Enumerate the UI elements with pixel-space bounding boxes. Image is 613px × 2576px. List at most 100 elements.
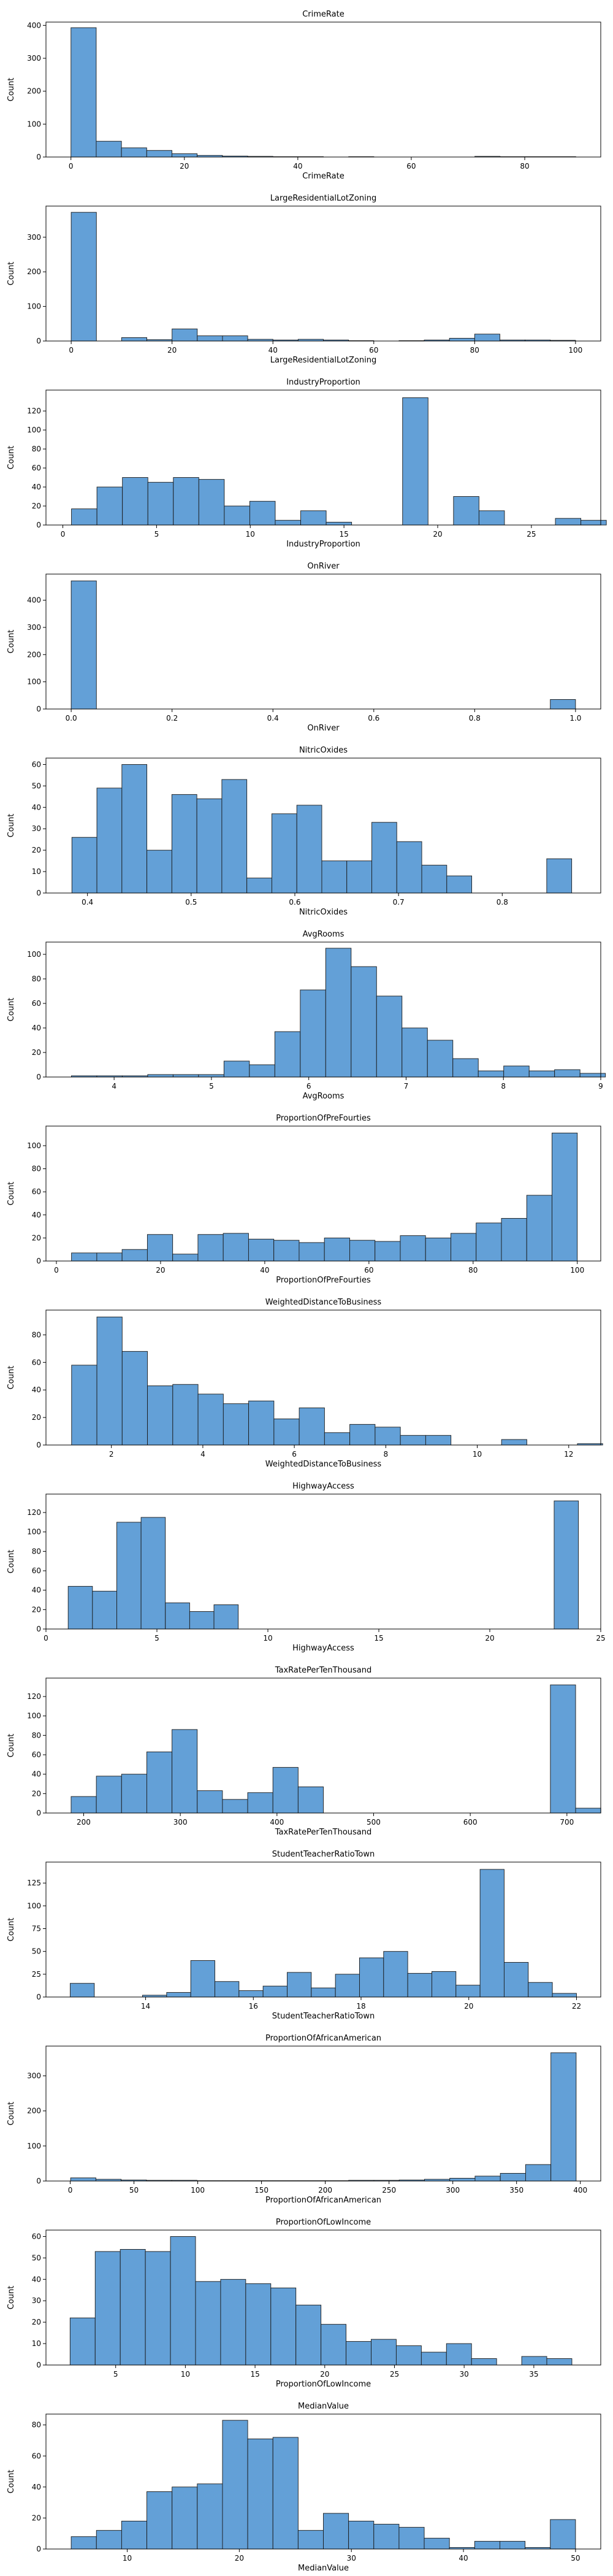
histogram-bar — [166, 1992, 191, 1998]
histogram-OnRiver: OnRiver 0.0 0.2 0.4 0.6 0.8 1.0 0 100 200 300 400 On… — [7, 562, 601, 733]
y-tick-label: 0 — [36, 705, 41, 713]
histogram-bar — [121, 147, 147, 158]
histogram-TaxRatePerTenThousand: TaxRatePerTenThousand 200 300 400 500 600 700 0… — [7, 1666, 601, 1837]
histogram-bar — [69, 2317, 96, 2366]
chart-title: CrimeRate — [302, 10, 345, 19]
histogram-bar — [311, 1987, 336, 1998]
y-tick-label: 0 — [36, 521, 41, 529]
y-axis-label: Count — [7, 1734, 16, 1758]
histogram-bar — [295, 2304, 322, 2366]
histogram-bar — [449, 338, 475, 342]
x-tick-label: 4 — [200, 1450, 205, 1459]
histogram-bar — [348, 2521, 375, 2550]
histogram-bar — [248, 1238, 275, 1262]
y-tick-label: 60 — [32, 1750, 41, 1759]
x-tick-label: 250 — [382, 2186, 396, 2195]
y-tick-label: 100 — [27, 950, 41, 959]
histogram-bar — [359, 1957, 384, 1998]
plot-frame — [45, 2229, 601, 2366]
y-axis-label: Count — [7, 1918, 16, 1942]
histogram-bar — [375, 1241, 401, 1262]
x-axis-label: StudentTeacherRatioTown — [272, 2012, 375, 2021]
x-tick-label: 80 — [470, 346, 479, 355]
histogram-bar — [147, 1386, 173, 1446]
histogram-bar — [71, 508, 97, 526]
histogram-bar — [474, 2540, 500, 2550]
histogram-bar — [122, 477, 148, 526]
y-tick-label: 80 — [32, 1547, 41, 1555]
plot-frame — [45, 21, 601, 158]
x-tick-label: 5 — [154, 1634, 159, 1643]
histogram-IndustryProportion: IndustryProportion 0 5 10 15 20 25 0 20 40 60 80 100… — [7, 378, 607, 549]
histogram-ProportionOfAfricanAmerican: ProportionOfAfricanAmerican 0 50 100 150 200 2… — [7, 2034, 601, 2205]
histogram-bar — [238, 1990, 264, 1998]
y-tick-label: 20 — [32, 1413, 41, 1422]
histogram-bar — [383, 1951, 408, 1998]
histogram-bar — [501, 1439, 527, 1446]
y-axis-label: Count — [7, 630, 16, 654]
histogram-NitricOxides: NitricOxides 0.4 0.5 0.6 0.7 0.8 0 10 20 30 40 50 60… — [7, 746, 601, 917]
histogram-bar — [375, 1427, 401, 1446]
histogram-bar — [70, 1796, 97, 1814]
y-tick-label: 20 — [32, 1605, 41, 1614]
y-tick-label: 120 — [27, 1692, 41, 1701]
histogram-bar — [197, 1234, 224, 1262]
histogram-bar — [476, 1222, 502, 1262]
y-tick-label: 75 — [32, 1925, 41, 1933]
x-axis-label: NitricOxides — [299, 908, 348, 917]
histogram-bar — [321, 2324, 347, 2366]
histogram-bar — [96, 2530, 122, 2550]
histogram-bar — [446, 2343, 472, 2366]
plot-frame — [45, 757, 601, 894]
histogram-bar — [323, 2513, 349, 2550]
x-tick-label: 0 — [68, 2186, 73, 2195]
histogram-bar — [335, 1974, 360, 1998]
x-tick-label: 8 — [501, 1082, 506, 1091]
y-axis-label: Count — [7, 1182, 16, 1206]
histogram-bar — [528, 1070, 555, 1078]
chart-title: OnRiver — [307, 562, 340, 571]
y-tick-label: 40 — [32, 1586, 41, 1595]
y-tick-label: 0 — [36, 889, 41, 897]
histogram-bar — [400, 1235, 426, 1262]
histogram-bar — [223, 1060, 250, 1078]
histogram-bar — [172, 1254, 199, 1262]
y-tick-label: 80 — [32, 1165, 41, 1173]
histogram-bar — [172, 1729, 198, 1814]
y-tick-label: 400 — [27, 596, 41, 605]
histogram-bar — [172, 153, 198, 158]
histogram-bar — [70, 212, 97, 342]
histogram-bar — [247, 2439, 273, 2550]
histogram-bar — [324, 1237, 350, 1262]
y-tick-label: 100 — [27, 2142, 41, 2150]
y-tick-label: 0 — [36, 1993, 41, 2001]
histogram-bar — [165, 1602, 190, 1630]
x-axis-label: CrimeRate — [302, 172, 345, 181]
y-tick-label: 0 — [36, 1073, 41, 1081]
histogram-bar — [198, 1074, 224, 1078]
y-tick-label: 125 — [27, 1879, 41, 1887]
x-tick-label: 10 — [181, 2370, 190, 2379]
x-tick-label: 40 — [293, 162, 302, 171]
x-tick-label: 12 — [564, 1450, 573, 1459]
histogram-bar — [324, 1432, 351, 1446]
histogram-bar — [224, 505, 250, 526]
y-tick-label: 80 — [32, 1731, 41, 1739]
histogram-bar — [71, 1252, 97, 1262]
plot-frame — [45, 1493, 601, 1630]
histogram-bar — [471, 2358, 497, 2366]
histogram-bar — [297, 1786, 324, 1814]
histogram-bar — [262, 1985, 287, 1998]
y-tick-label: 60 — [32, 2232, 41, 2241]
chart-title: IndustryProportion — [286, 378, 360, 387]
y-tick-label: 10 — [32, 2339, 41, 2348]
histogram-bar — [222, 335, 248, 342]
histogram-bar — [195, 2281, 221, 2366]
plot-frame — [45, 573, 601, 710]
histogram-bar — [446, 875, 473, 894]
histogram-bar — [500, 2540, 526, 2550]
histogram-bar — [299, 1242, 325, 1262]
x-tick-label: 1.0 — [569, 714, 581, 723]
histogram-bar — [274, 1031, 301, 1078]
y-axis-label: Count — [7, 446, 16, 470]
